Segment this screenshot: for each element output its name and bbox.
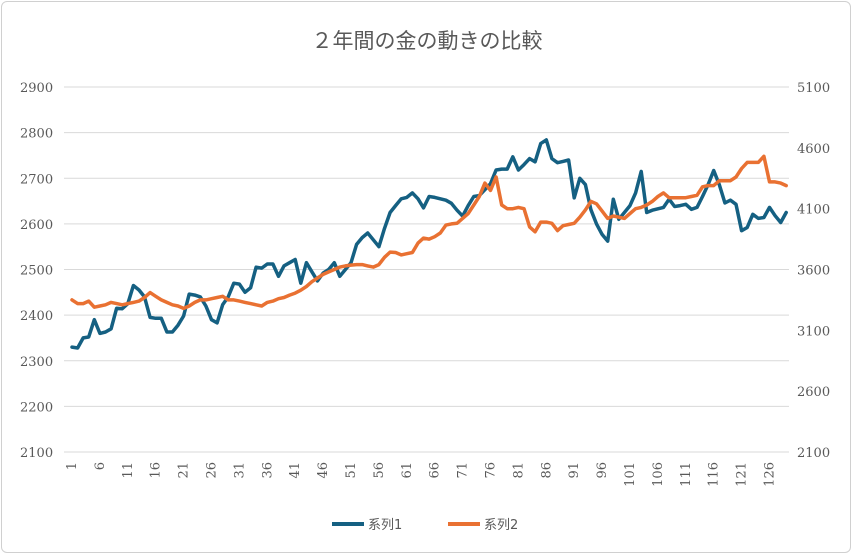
x-tick-label: 1 [65, 462, 80, 470]
x-tick-label: 41 [288, 462, 303, 479]
x-tick-label: 76 [484, 462, 499, 479]
y-left-tick-label: 2500 [20, 264, 53, 279]
chart-title: ２年間の金の動きの比較 [312, 29, 543, 53]
legend-label-2: 系列2 [484, 518, 518, 533]
x-tick-label: 16 [149, 462, 164, 479]
y-left-tick-label: 2900 [20, 81, 53, 96]
y-right-tick-label: 3100 [797, 324, 830, 339]
y-left-tick-label: 2800 [20, 127, 53, 142]
y-left-tick-label: 2400 [20, 309, 53, 324]
y-right-tick-label: 4600 [797, 142, 830, 157]
x-tick-label: 31 [232, 462, 247, 479]
y-left-tick-label: 2300 [20, 355, 53, 370]
y-left-tick-label: 2700 [20, 172, 53, 187]
x-tick-label: 66 [428, 462, 443, 479]
x-tick-label: 96 [595, 462, 610, 479]
x-tick-label: 11 [121, 462, 136, 479]
series-line-2 [70, 154, 788, 311]
x-tick-label: 86 [539, 462, 554, 479]
x-tick-label: 21 [177, 462, 192, 479]
x-tick-label: 6 [93, 462, 108, 470]
x-tick-label: 26 [205, 462, 220, 479]
x-tick-label: 36 [260, 462, 275, 479]
y-right-tick-label: 4100 [797, 203, 830, 218]
y-left-tick-label: 2100 [20, 446, 53, 461]
x-tick-label: 61 [400, 462, 415, 479]
x-tick-label: 121 [735, 462, 750, 487]
x-tick-label: 56 [372, 462, 387, 479]
y-right-tick-label: 5100 [797, 81, 830, 96]
y-left-tick-label: 2600 [20, 218, 53, 233]
legend-label-1: 系列1 [368, 518, 402, 533]
y-right-tick-label: 2100 [797, 446, 830, 461]
series-line-1 [70, 138, 788, 350]
x-tick-label: 116 [707, 462, 722, 487]
y-right-tick-label: 3600 [797, 264, 830, 279]
x-tick-label: 81 [511, 462, 526, 479]
x-tick-label: 91 [567, 462, 582, 479]
x-tick-label: 126 [763, 462, 778, 487]
x-tick-label: 71 [456, 462, 471, 479]
y-right-tick-label: 2600 [797, 385, 830, 400]
x-tick-label: 101 [623, 462, 638, 487]
x-tick-label: 46 [316, 462, 331, 479]
x-tick-label: 111 [679, 462, 694, 487]
x-tick-label: 106 [651, 462, 666, 487]
y-left-tick-label: 2200 [20, 400, 53, 415]
x-tick-label: 51 [344, 462, 359, 479]
